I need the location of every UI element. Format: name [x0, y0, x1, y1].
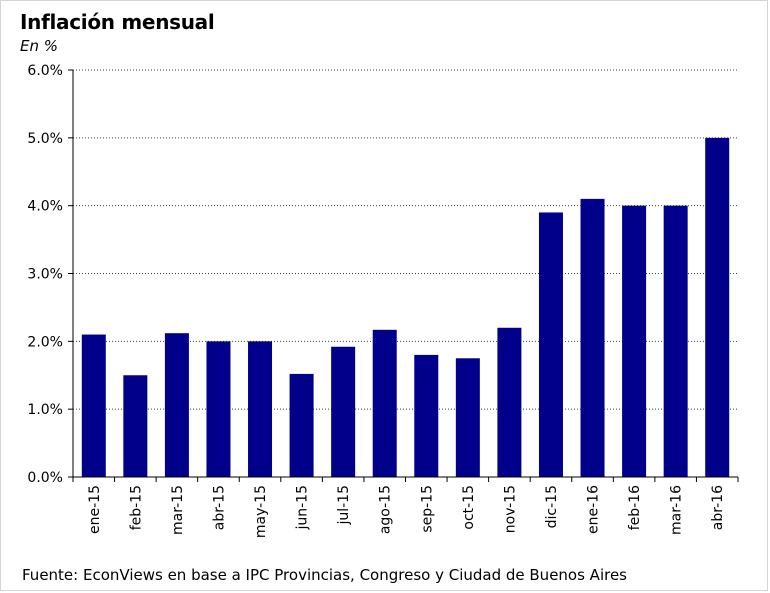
bar-ago-15: [372, 329, 397, 477]
bar-oct-15: [455, 358, 480, 477]
bar-jun-15: [289, 373, 314, 477]
x-tick-label: feb-15: [128, 485, 144, 530]
x-tick-label: mar-15: [170, 485, 186, 535]
bar-mar-15: [164, 333, 189, 477]
x-tick-label: mar-16: [669, 485, 685, 535]
x-tick-label: dic-15: [544, 485, 560, 528]
bar-abr-16: [705, 137, 730, 478]
x-tick-label: jun-15: [295, 485, 311, 531]
bar-feb-16: [622, 205, 647, 477]
bar-mar-16: [663, 205, 688, 477]
y-tick-label: 5.0%: [27, 131, 63, 147]
y-tick-label: 6.0%: [27, 63, 63, 79]
y-tick-label: 2.0%: [27, 334, 63, 350]
x-tick-label: oct-15: [461, 485, 477, 530]
x-tick-label: ene-16: [586, 485, 602, 534]
source-note: Fuente: EconViews en base a IPC Provinci…: [22, 566, 627, 584]
bar-sep-15: [414, 354, 439, 477]
y-tick-label: 3.0%: [27, 267, 63, 283]
bar-may-15: [248, 341, 273, 477]
chart-subtitle: En %: [20, 37, 59, 55]
x-tick-label: ago-15: [378, 485, 394, 534]
x-tick-label: nov-15: [502, 485, 518, 533]
y-tick-label: 0.0%: [27, 470, 63, 486]
x-tick-label: abr-15: [211, 485, 227, 530]
bar-ene-15: [81, 334, 106, 477]
bar-jul-15: [331, 346, 356, 477]
x-tick-label: sep-15: [419, 485, 435, 533]
bar-nov-15: [497, 327, 522, 477]
y-tick-label: 4.0%: [27, 199, 63, 215]
bar-feb-15: [123, 375, 148, 477]
x-tick-label: ene-15: [87, 485, 103, 534]
x-tick-label: feb-16: [627, 485, 643, 530]
x-tick-label: abr-16: [710, 485, 726, 530]
bar-ene-16: [580, 198, 605, 477]
chart-title: Inflación mensual: [20, 10, 215, 34]
bar-abr-15: [206, 341, 231, 477]
y-tick-label: 1.0%: [27, 402, 63, 418]
bar-dic-15: [538, 212, 563, 477]
x-tick-label: jul-15: [336, 485, 352, 526]
x-tick-label: may-15: [253, 485, 269, 538]
